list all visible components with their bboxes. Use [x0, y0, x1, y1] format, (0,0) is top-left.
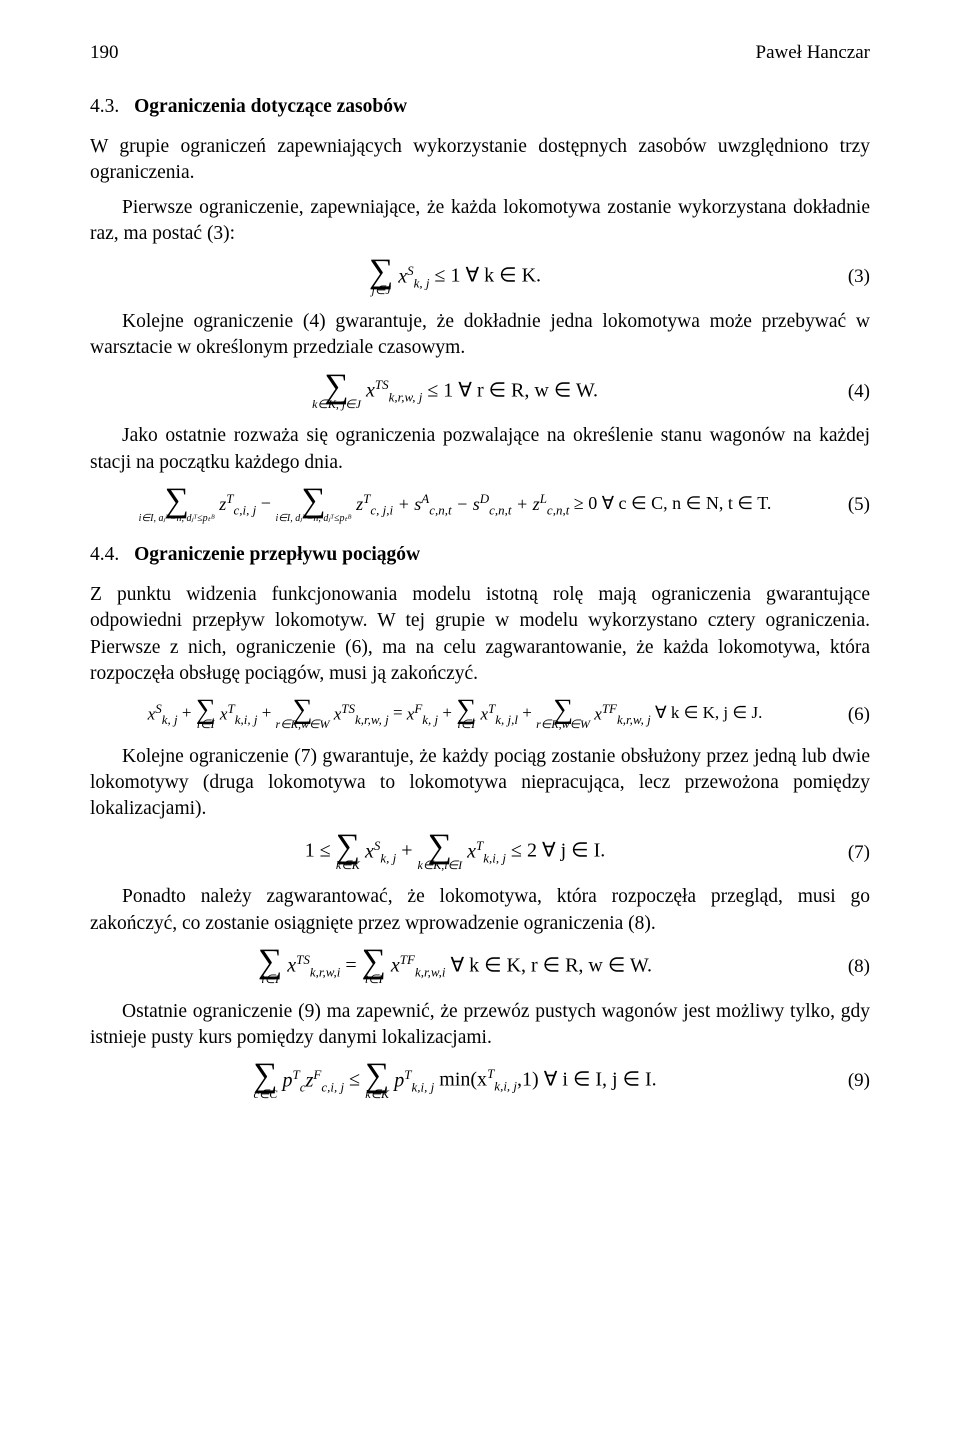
equation-5: ∑i∈I, aⱼᴺ=n, dⱼᵀ≤pₜᴮ zTc,i, j − ∑i∈I, dⱼ… — [90, 486, 870, 524]
sec44-para3: Ponadto należy zagwarantować, że lokomot… — [90, 884, 870, 937]
equation-4-label: (4) — [820, 379, 870, 405]
author-name: Paweł Hanczar — [756, 40, 870, 66]
page-number: 190 — [90, 40, 119, 66]
equation-9-label: (9) — [820, 1068, 870, 1094]
equation-4: ∑k∈K, j∈J xTSk,r,w, j ≤ 1 ∀ r ∈ R, w ∈ W… — [90, 372, 870, 412]
section-4-3-title: Ograniczenia dotyczące zasobów — [134, 96, 407, 117]
equation-7: 1 ≤ ∑k∈K xSk, j + ∑k∈K,i∈I xTk,i, j ≤ 2 … — [90, 832, 870, 872]
equation-7-label: (7) — [820, 840, 870, 866]
equation-3: ∑j∈J xSk, j ≤ 1 ∀ k ∈ K. (3) — [90, 257, 870, 297]
equation-3-label: (3) — [820, 264, 870, 290]
equation-9: ∑c∈C pTczFc,i, j ≤ ∑k∈K pTk,i, j min(xTk… — [90, 1061, 870, 1101]
sec43-para4: Jako ostatnie rozważa się ograniczenia p… — [90, 423, 870, 476]
equation-8-label: (8) — [820, 954, 870, 980]
section-4-4-heading: 4.4. Ograniczenie przepływu pociągów — [90, 542, 870, 568]
sec43-para1: W grupie ograniczeń zapewniających wykor… — [90, 134, 870, 187]
page-header: 190 Paweł Hanczar — [90, 40, 870, 66]
section-4-4-number: 4.4. — [90, 542, 119, 568]
equation-5-label: (5) — [820, 492, 870, 518]
section-4-3-number: 4.3. — [90, 94, 119, 120]
equation-6-label: (6) — [820, 702, 870, 728]
sec44-para1: Z punktu widzenia funkcjonowania modelu … — [90, 582, 870, 687]
equation-6: xSk, j + ∑i∈I xTk,i, j + ∑r∈R,w∈W xTSk,r… — [90, 697, 870, 731]
sec44-para2: Kolejne ograniczenie (7) gwarantuje, że … — [90, 744, 870, 823]
section-4-4-title: Ograniczenie przepływu pociągów — [134, 544, 420, 565]
sec44-para4: Ostatnie ograniczenie (9) ma zapewnić, ż… — [90, 999, 870, 1052]
section-4-3-heading: 4.3. Ograniczenia dotyczące zasobów — [90, 94, 870, 120]
sec43-para2: Pierwsze ograniczenie, zapewniające, że … — [90, 195, 870, 248]
equation-8: ∑i∈I xTSk,r,w,i = ∑i∈I xTFk,r,w,i ∀ k ∈ … — [90, 947, 870, 987]
sec43-para3: Kolejne ograniczenie (4) gwarantuje, że … — [90, 309, 870, 362]
